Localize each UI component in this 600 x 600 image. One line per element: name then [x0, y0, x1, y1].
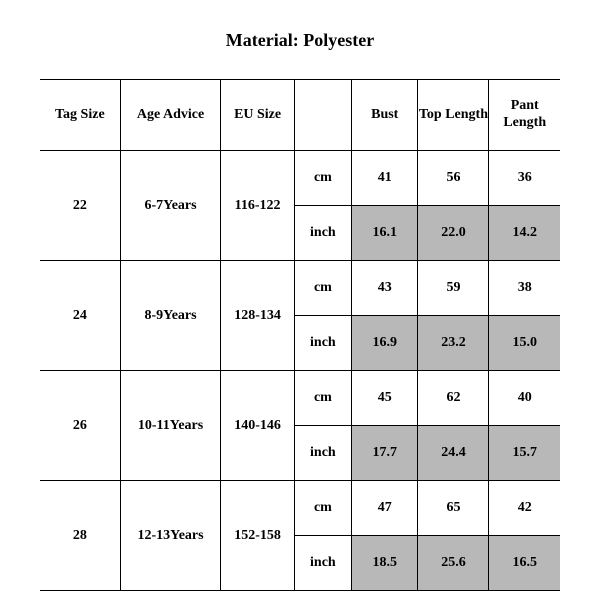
cell-top: 59	[418, 261, 489, 316]
cell-pant: 38	[489, 261, 560, 316]
page-title: Material: Polyester	[40, 30, 560, 51]
col-top-length: Top Length	[418, 80, 489, 151]
cell-age: 6-7Years	[120, 151, 221, 261]
cell-eu: 128-134	[221, 261, 294, 371]
col-bust: Bust	[352, 80, 418, 151]
table-row: 28 12-13Years 152-158 cm 47 65 42	[40, 481, 560, 536]
col-age-advice: Age Advice	[120, 80, 221, 151]
cell-unit-inch: inch	[294, 316, 351, 371]
table-row: 22 6-7Years 116-122 cm 41 56 36	[40, 151, 560, 206]
cell-pant: 14.2	[489, 206, 560, 261]
cell-tag: 24	[40, 261, 120, 371]
cell-pant: 16.5	[489, 536, 560, 591]
cell-age: 10-11Years	[120, 371, 221, 481]
cell-age: 12-13Years	[120, 481, 221, 591]
cell-tag: 28	[40, 481, 120, 591]
col-tag-size: Tag Size	[40, 80, 120, 151]
cell-pant: 15.0	[489, 316, 560, 371]
col-pant-length: Pant Length	[489, 80, 560, 151]
cell-unit-cm: cm	[294, 371, 351, 426]
cell-top: 25.6	[418, 536, 489, 591]
cell-eu: 140-146	[221, 371, 294, 481]
cell-bust: 17.7	[352, 426, 418, 481]
cell-unit-cm: cm	[294, 151, 351, 206]
cell-pant: 15.7	[489, 426, 560, 481]
table-row: 24 8-9Years 128-134 cm 43 59 38	[40, 261, 560, 316]
cell-unit-inch: inch	[294, 206, 351, 261]
size-table: Tag Size Age Advice EU Size Bust Top Len…	[40, 79, 560, 591]
cell-unit-inch: inch	[294, 536, 351, 591]
cell-eu: 116-122	[221, 151, 294, 261]
cell-tag: 22	[40, 151, 120, 261]
cell-top: 56	[418, 151, 489, 206]
cell-top: 23.2	[418, 316, 489, 371]
cell-bust: 16.9	[352, 316, 418, 371]
cell-bust: 16.1	[352, 206, 418, 261]
cell-tag: 26	[40, 371, 120, 481]
cell-top: 24.4	[418, 426, 489, 481]
cell-bust: 43	[352, 261, 418, 316]
table-row: 26 10-11Years 140-146 cm 45 62 40	[40, 371, 560, 426]
cell-bust: 47	[352, 481, 418, 536]
cell-eu: 152-158	[221, 481, 294, 591]
cell-unit-inch: inch	[294, 426, 351, 481]
cell-top: 62	[418, 371, 489, 426]
col-eu-size: EU Size	[221, 80, 294, 151]
cell-unit-cm: cm	[294, 481, 351, 536]
cell-top: 22.0	[418, 206, 489, 261]
col-unit	[294, 80, 351, 151]
cell-top: 65	[418, 481, 489, 536]
cell-unit-cm: cm	[294, 261, 351, 316]
cell-pant: 40	[489, 371, 560, 426]
cell-bust: 18.5	[352, 536, 418, 591]
cell-bust: 41	[352, 151, 418, 206]
cell-bust: 45	[352, 371, 418, 426]
size-chart: Material: Polyester Tag Size Age Advice …	[0, 0, 600, 591]
cell-age: 8-9Years	[120, 261, 221, 371]
cell-pant: 36	[489, 151, 560, 206]
header-row: Tag Size Age Advice EU Size Bust Top Len…	[40, 80, 560, 151]
cell-pant: 42	[489, 481, 560, 536]
